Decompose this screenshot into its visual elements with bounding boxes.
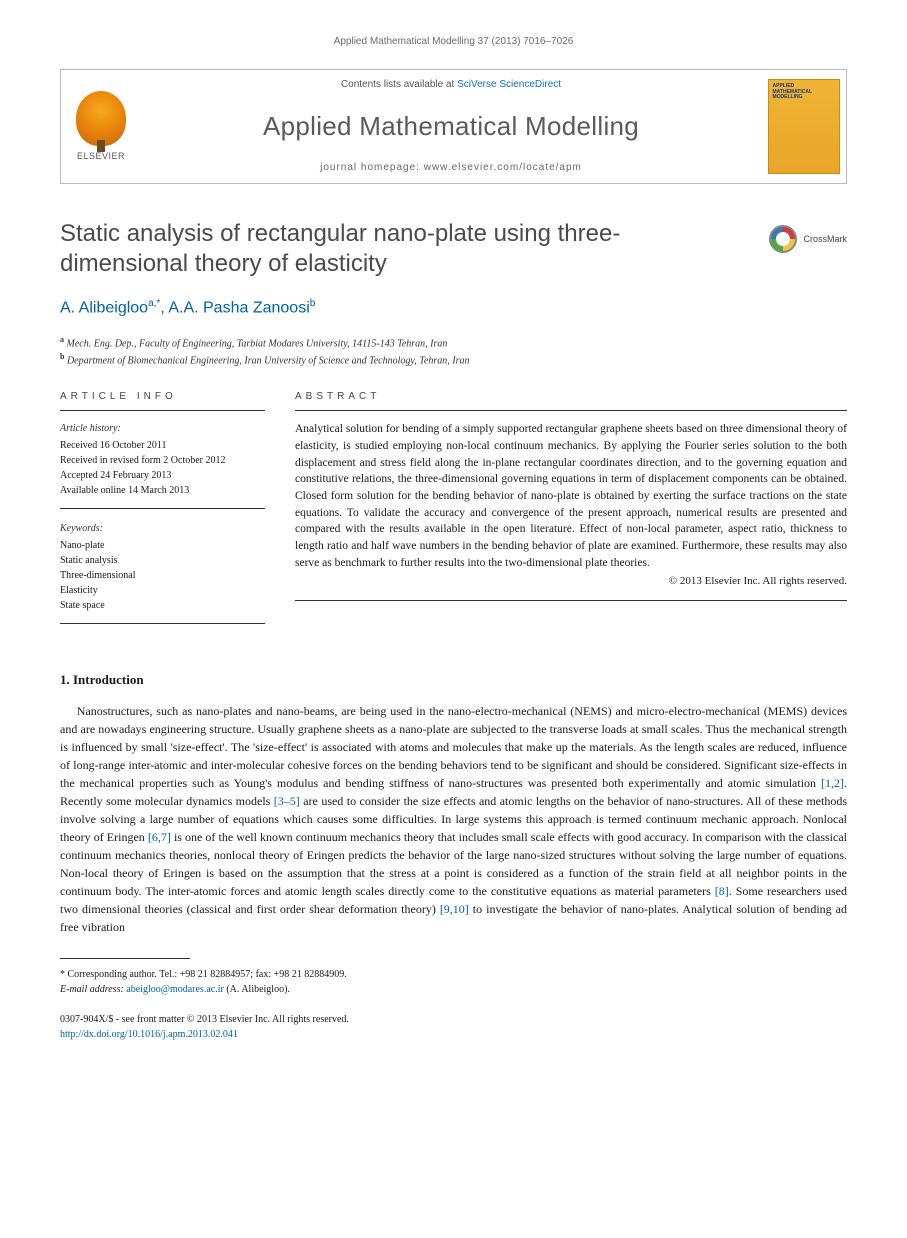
citation-ref[interactable]: [1,2] <box>821 776 844 790</box>
cover-thumb-block: APPLIED MATHEMATICAL MODELLING <box>761 70 846 183</box>
history-subhead: Article history: <box>60 421 265 436</box>
issn-line: 0307-904X/$ - see front matter © 2013 El… <box>60 1012 847 1027</box>
corr-contact: * Corresponding author. Tel.: +98 21 828… <box>60 967 847 982</box>
cover-title: APPLIED MATHEMATICAL MODELLING <box>773 84 835 101</box>
keyword-1: Nano-plate <box>60 538 265 553</box>
journal-homepage[interactable]: journal homepage: www.elsevier.com/locat… <box>320 161 582 175</box>
intro-paragraph: Nanostructures, such as nano-plates and … <box>60 702 847 936</box>
journal-cover-thumbnail: APPLIED MATHEMATICAL MODELLING <box>768 79 840 174</box>
crossmark-widget[interactable]: CrossMark <box>769 225 847 253</box>
article-info-head: ARTICLE INFO <box>60 390 265 411</box>
paper-title: Static analysis of rectangular nano-plat… <box>60 219 680 279</box>
crossmark-icon <box>769 225 797 253</box>
abstract: ABSTRACT Analytical solution for bending… <box>295 390 847 636</box>
journal-name: Applied Mathematical Modelling <box>263 108 639 144</box>
keyword-5: State space <box>60 598 265 613</box>
info-abstract-row: ARTICLE INFO Article history: Received 1… <box>60 390 847 636</box>
affiliation-b: b Department of Biomechanical Engineerin… <box>60 351 847 368</box>
keyword-4: Elasticity <box>60 583 265 598</box>
history-revised: Received in revised form 2 October 2012 <box>60 453 265 468</box>
crossmark-label: CrossMark <box>803 233 847 246</box>
journal-masthead: ELSEVIER Contents lists available at Sci… <box>60 69 847 184</box>
elsevier-tree-icon <box>76 91 126 146</box>
history-received: Received 16 October 2011 <box>60 438 265 453</box>
affiliation-a: a Mech. Eng. Dep., Faculty of Engineerin… <box>60 334 847 351</box>
citation-ref[interactable]: [9,10] <box>440 902 469 916</box>
abstract-text: Analytical solution for bending of a sim… <box>295 423 847 568</box>
article-history-block: Article history: Received 16 October 201… <box>60 421 265 509</box>
keyword-3: Three-dimensional <box>60 568 265 583</box>
masthead-center: Contents lists available at SciVerse Sci… <box>141 70 761 183</box>
keywords-subhead: Keywords: <box>60 521 265 536</box>
citation-ref[interactable]: [6,7] <box>148 830 171 844</box>
corr-email[interactable]: abeigloo@modares.ac.ir <box>126 984 224 995</box>
doi-block: 0307-904X/$ - see front matter © 2013 El… <box>60 1012 847 1042</box>
title-block: Static analysis of rectangular nano-plat… <box>60 219 847 279</box>
doi-link[interactable]: http://dx.doi.org/10.1016/j.apm.2013.02.… <box>60 1029 238 1040</box>
article-info: ARTICLE INFO Article history: Received 1… <box>60 390 265 636</box>
abstract-body: Analytical solution for bending of a sim… <box>295 421 847 601</box>
contents-prefix: Contents lists available at <box>341 79 457 90</box>
section-1-head: 1. Introduction <box>60 671 847 689</box>
affiliation-a-text: Mech. Eng. Dep., Faculty of Engineering,… <box>67 338 448 349</box>
contents-available-line: Contents lists available at SciVerse Sci… <box>341 78 561 92</box>
affiliation-b-text: Department of Biomechanical Engineering,… <box>67 355 470 366</box>
author-1[interactable]: A. Alibeigloo <box>60 299 148 316</box>
citation-ref[interactable]: [8] <box>715 884 729 898</box>
corr-email-line: E-mail address: abeigloo@modares.ac.ir (… <box>60 982 847 997</box>
abstract-copyright: © 2013 Elsevier Inc. All rights reserved… <box>295 574 847 590</box>
affiliations: a Mech. Eng. Dep., Faculty of Engineerin… <box>60 334 847 369</box>
email-suffix: (A. Alibeigloo). <box>224 984 290 995</box>
sciencedirect-link[interactable]: SciVerse ScienceDirect <box>457 79 561 90</box>
author-2[interactable]: A.A. Pasha Zanoosi <box>168 299 309 316</box>
history-online: Available online 14 March 2013 <box>60 483 265 498</box>
citation-ref[interactable]: [3–5] <box>274 794 300 808</box>
keyword-2: Static analysis <box>60 553 265 568</box>
publisher-logo-block: ELSEVIER <box>61 70 141 183</box>
keywords-block: Keywords: Nano-plate Static analysis Thr… <box>60 521 265 624</box>
email-label: E-mail address: <box>60 984 126 995</box>
running-head: Applied Mathematical Modelling 37 (2013)… <box>60 35 847 49</box>
corresponding-author-note: * Corresponding author. Tel.: +98 21 828… <box>60 967 847 997</box>
author-2-affil-sup: b <box>310 298 316 309</box>
author-list: A. Alibeiglooa,*, A.A. Pasha Zanoosib <box>60 297 847 320</box>
footnote-rule <box>60 958 190 959</box>
abstract-head: ABSTRACT <box>295 390 847 411</box>
history-accepted: Accepted 24 February 2013 <box>60 468 265 483</box>
